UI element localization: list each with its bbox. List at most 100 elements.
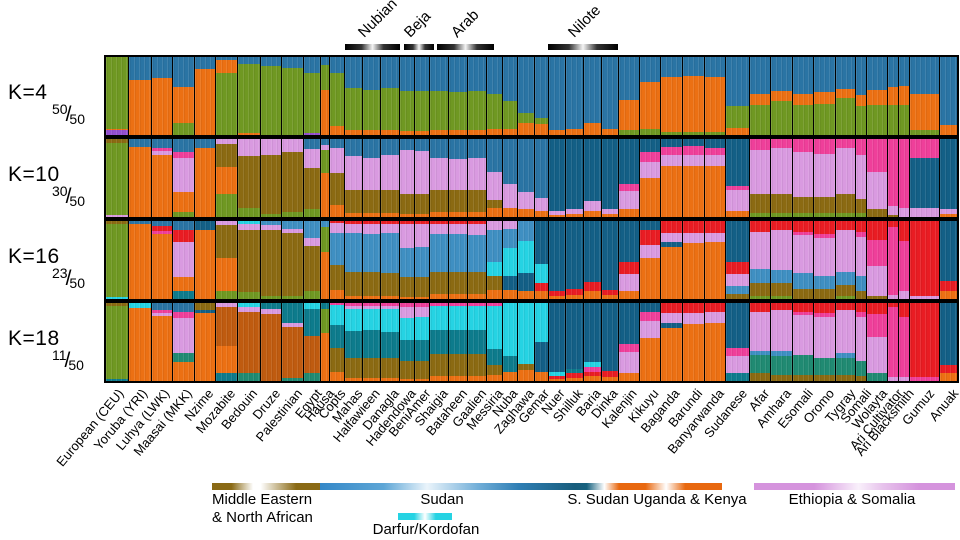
ancestry-segment [237, 156, 260, 209]
ancestry-segment [549, 210, 566, 215]
ancestry-segment [640, 162, 661, 178]
ancestry-segment [584, 201, 602, 211]
ancestry-segment [329, 303, 345, 306]
ancestry-segment [468, 91, 487, 131]
ancestry-segment [381, 309, 400, 332]
pop-column-european-ceu-k16 [106, 221, 128, 299]
ancestry-segment [321, 332, 329, 381]
ancestry-segment [835, 139, 856, 148]
ancestry-segment [517, 139, 534, 193]
ancestry-segment [237, 229, 260, 292]
ancestry-segment [726, 139, 750, 186]
pop-column-copts-k16 [328, 221, 345, 299]
ancestry-segment [502, 221, 517, 229]
ancestry-segment [321, 252, 329, 299]
ancestry-segment [487, 57, 502, 95]
ancestry-segment [173, 291, 195, 299]
ancestry-segment [282, 377, 304, 381]
pop-column-mozabite-k4 [215, 57, 237, 135]
pop-column-gemar-k16 [533, 221, 549, 299]
ancestry-segment [682, 57, 704, 76]
ancestry-segment [321, 139, 329, 146]
ancestry-segment [449, 234, 468, 272]
ancestry-segment [468, 354, 487, 377]
ancestry-segment [517, 273, 534, 292]
ancestry-segment [321, 64, 329, 90]
ancestry-segment [835, 194, 856, 214]
ancestry-segment [345, 306, 363, 310]
ancestry-segment [195, 69, 216, 135]
ancestry-segment [726, 261, 750, 275]
pop-column-kalenjin-k18 [618, 303, 640, 381]
pop-column-ari-cultivator-k10 [886, 139, 899, 217]
ancestry-segment [887, 306, 899, 378]
ancestry-segment [584, 366, 602, 372]
ancestry-segment [619, 352, 640, 374]
ancestry-segment [534, 117, 549, 125]
ancestry-segment [517, 209, 534, 217]
ancestry-segment [345, 272, 363, 296]
pop-column-anuak-k16 [938, 221, 957, 299]
ancestry-segment [400, 339, 415, 362]
pop-column-gemar-k4 [533, 57, 549, 135]
ancestry-segment [381, 306, 400, 310]
ancestry-segment [549, 303, 566, 372]
admixture-row-k4 [104, 55, 959, 137]
ancestry-segment [400, 306, 415, 318]
ancestry-segment [449, 212, 468, 217]
ancestry-segment [939, 57, 957, 125]
pop-column-maasai-mkk-k16 [172, 221, 195, 299]
ancestry-segment [449, 92, 468, 131]
ancestry-segment [381, 139, 400, 156]
pop-column-bedouin-k10 [236, 139, 260, 217]
pop-column-messiria-k16 [486, 221, 502, 299]
ancestry-segment [304, 238, 321, 246]
pop-column-banyarwanda-k4 [703, 57, 726, 135]
pop-column-mozabite-k18 [215, 303, 237, 381]
ancestry-segment [549, 221, 566, 292]
ancestry-segment [487, 94, 502, 129]
pop-column-esomali-k10 [791, 139, 813, 217]
ancestry-segment [771, 100, 792, 135]
pop-column-afar-k4 [749, 57, 771, 135]
ancestry-segment [449, 376, 468, 381]
ancestry-segment [345, 309, 363, 332]
ancestry-segment [106, 215, 128, 217]
pop-column-egypt-k4 [303, 57, 321, 135]
pop-column-afar-k10 [749, 139, 771, 217]
ancestry-segment [468, 221, 487, 225]
ancestry-segment [400, 247, 415, 278]
ancestry-segment [682, 131, 704, 135]
ancestry-segment [566, 221, 584, 289]
pop-column-anuak-k18 [938, 303, 957, 381]
ancestry-segment [602, 377, 619, 381]
pop-column-hausa-k4 [320, 57, 329, 135]
pop-column-hausa-k10 [320, 139, 329, 217]
ancestry-segment [726, 190, 750, 211]
pop-column-egypt-k16 [303, 221, 321, 299]
ancestry-segment [282, 228, 304, 234]
ancestry-segment [415, 361, 430, 379]
ancestry-segment [415, 303, 430, 307]
ancestry-segment [449, 139, 468, 159]
pop-column-afar-k18 [749, 303, 771, 381]
ancestry-segment [909, 303, 939, 378]
ancestry-segment [584, 122, 602, 135]
ancestry-segment [835, 352, 856, 358]
ancestry-segment [771, 193, 792, 214]
ancestry-segment [468, 57, 487, 92]
ancestry-segment [909, 57, 939, 94]
ancestry-segment [400, 213, 415, 217]
ancestry-segment [517, 303, 534, 364]
ancestry-segment [534, 139, 549, 199]
group-label-beja: Beja [400, 7, 435, 41]
ancestry-segment [939, 281, 957, 292]
pop-column-barundi-k18 [681, 303, 704, 381]
pop-column-messiria-k4 [486, 57, 502, 135]
ancestry-segment [195, 148, 216, 217]
ancestry-segment [835, 295, 856, 299]
ancestry-segment [640, 57, 661, 82]
pop-column-wolayta-k4 [865, 57, 887, 135]
ancestry-segment [517, 291, 534, 299]
